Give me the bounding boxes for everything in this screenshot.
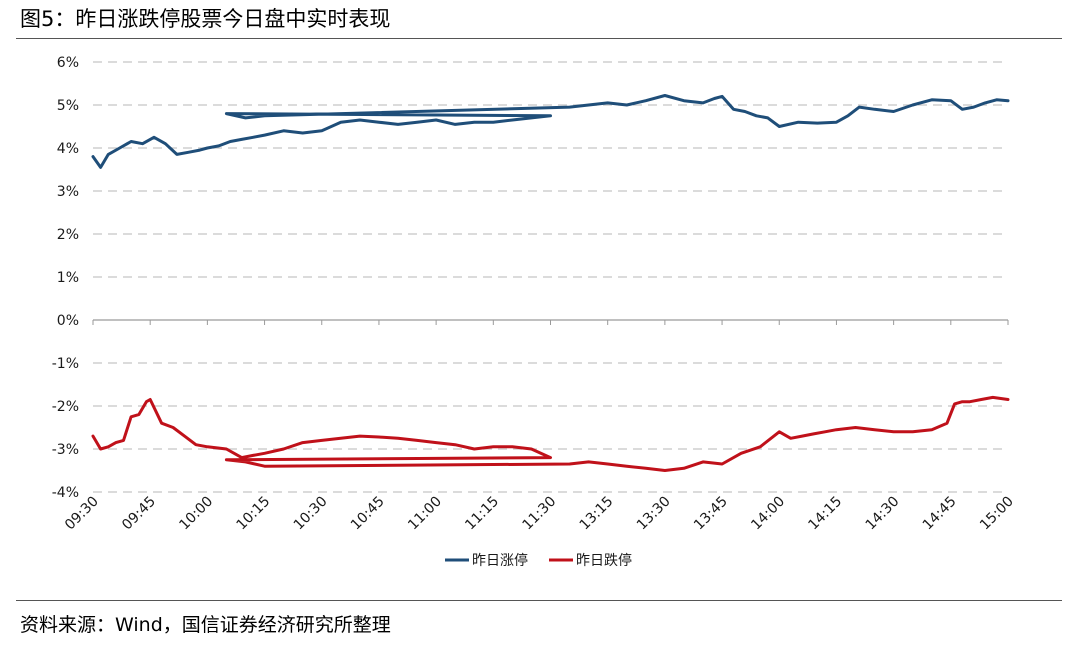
figure-title: 图5：昨日涨跌停股票今日盘中实时表现 [20, 7, 391, 31]
source-divider [16, 600, 1062, 601]
x-tick-label: 11:00 [405, 494, 445, 534]
x-tick-label: 13:45 [691, 494, 731, 534]
series-line-1 [91, 94, 1010, 169]
x-tick-label: 14:30 [863, 494, 903, 534]
x-tick-label: 15:00 [977, 494, 1017, 534]
legend-label: 昨日涨停 [472, 552, 528, 569]
x-tick-label: 10:30 [291, 494, 331, 534]
x-tick-label: 14:15 [805, 494, 845, 534]
source-note: 资料来源：Wind，国信证券经济研究所整理 [20, 614, 391, 636]
x-axis [92, 319, 1009, 325]
y-tick-label: 5% [57, 98, 79, 114]
x-tick-label: 10:45 [348, 494, 388, 534]
x-tick-label: 13:30 [634, 494, 674, 534]
x-tick-label: 09:45 [119, 494, 159, 534]
x-tick-label: 13:15 [577, 494, 617, 534]
grid [93, 61, 1008, 493]
x-axis-ticks: 09:30 09:45 10:00 10:15 10:30 10:45 11:00 11:15… [62, 494, 1017, 534]
y-tick-label: 2% [57, 227, 79, 243]
y-tick-label: 6% [57, 55, 79, 71]
y-tick-label: -1% [52, 356, 79, 372]
x-tick-label: 14:45 [920, 494, 960, 534]
x-tick-label: 11:15 [462, 494, 502, 534]
x-tick-label: 14:00 [748, 494, 788, 534]
y-tick-label: -2% [52, 399, 79, 415]
series-line-2 [91, 395, 1010, 472]
y-tick-label: -4% [52, 485, 79, 501]
title-divider [16, 38, 1062, 39]
y-tick-label: 1% [57, 270, 79, 286]
x-tick-label: 10:00 [176, 494, 216, 534]
y-tick-label: -3% [52, 442, 79, 458]
y-tick-label: 3% [57, 184, 79, 200]
legend: 昨日涨停 昨日跌停 [445, 552, 632, 569]
y-tick-label: 0% [57, 313, 79, 329]
y-tick-label: 4% [57, 141, 79, 157]
x-tick-label: 11:30 [519, 494, 559, 534]
legend-label: 昨日跌停 [576, 552, 632, 569]
x-tick-label: 10:15 [234, 494, 274, 534]
series-lines [91, 94, 1010, 472]
y-axis-ticks: 6% 5% 4% 3% 2% 1% 0% -1% -2% -3% -4% [52, 55, 79, 501]
